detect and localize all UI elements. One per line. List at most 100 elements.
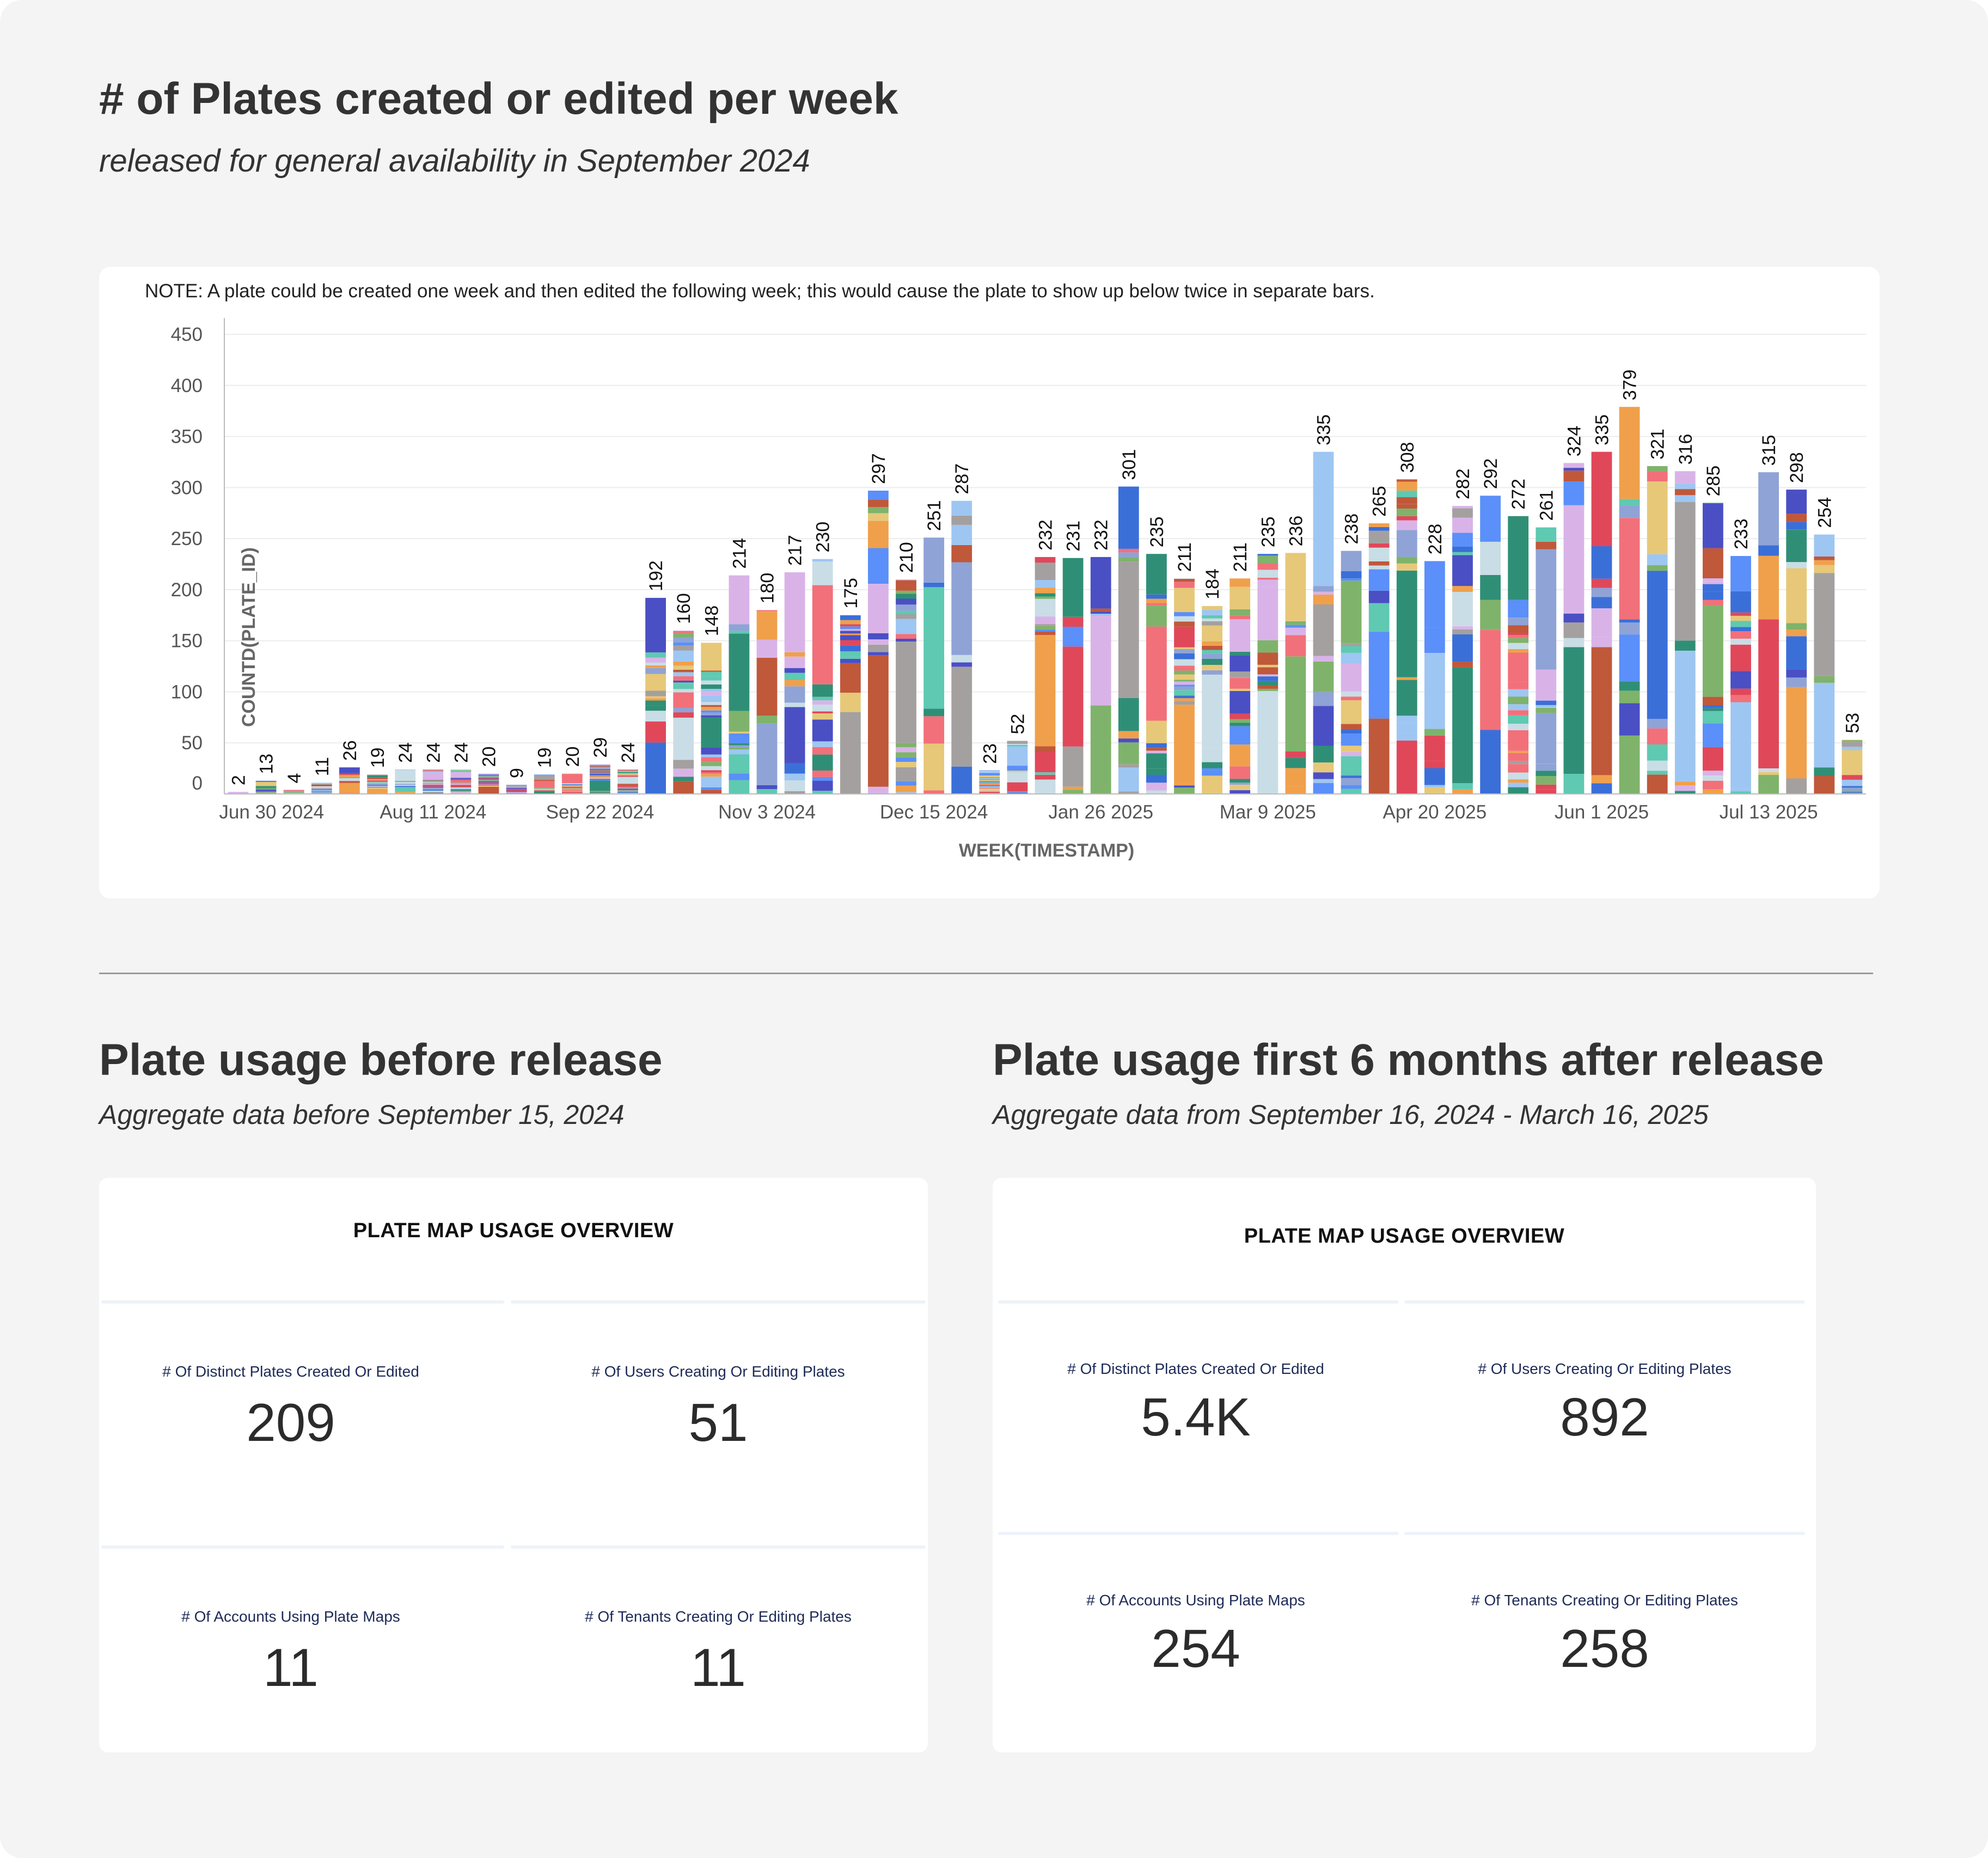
- bar-segment: [1368, 590, 1390, 603]
- bar-week-18[interactable]: [729, 575, 750, 794]
- bar-segment: [506, 792, 527, 793]
- bar-week-51[interactable]: [1647, 466, 1668, 794]
- bar-week-57[interactable]: [1814, 534, 1835, 794]
- data-label: 261: [1536, 490, 1557, 521]
- bar-segment: [812, 741, 833, 747]
- bar-week-3[interactable]: [311, 783, 332, 794]
- bar-segment: [896, 785, 916, 792]
- bar-week-27[interactable]: [979, 770, 1000, 794]
- bar-week-21[interactable]: [812, 559, 833, 794]
- bar-week-16[interactable]: [673, 630, 694, 794]
- left-kpi-card: PLATE MAP USAGE OVERVIEW # Of Distinct P…: [99, 1178, 928, 1752]
- bar-week-36[interactable]: [1229, 578, 1251, 794]
- bar-segment: [923, 537, 944, 583]
- bar-segment: [450, 778, 472, 779]
- bar-segment: [1146, 750, 1167, 754]
- bar-week-52[interactable]: [1674, 471, 1696, 794]
- bar-week-50[interactable]: [1619, 407, 1640, 794]
- chart-gridlines: [224, 334, 1866, 744]
- bar-week-1[interactable]: [255, 780, 277, 794]
- bar-week-22[interactable]: [840, 615, 861, 794]
- bar-segment: [1341, 729, 1362, 734]
- bar-week-32[interactable]: [1118, 486, 1139, 794]
- bar-segment: [729, 631, 750, 634]
- bar-week-11[interactable]: [534, 774, 555, 794]
- bar-week-12[interactable]: [561, 773, 583, 794]
- bar-week-9[interactable]: [478, 773, 499, 794]
- bar-segment: [1285, 625, 1306, 628]
- bar-week-38[interactable]: [1285, 553, 1306, 794]
- bar-week-45[interactable]: [1480, 496, 1501, 794]
- bar-week-55[interactable]: [1758, 472, 1779, 794]
- bar-week-41[interactable]: [1368, 523, 1390, 794]
- bar-segment: [1647, 471, 1668, 482]
- bar-segment: [840, 658, 861, 663]
- bar-week-49[interactable]: [1591, 451, 1612, 794]
- bar-segment: [395, 786, 416, 787]
- y-tick-label: 450: [171, 324, 203, 345]
- bar-week-10[interactable]: [506, 785, 527, 794]
- bar-segment: [1647, 481, 1668, 554]
- bar-week-44[interactable]: [1452, 506, 1473, 794]
- bar-segment: [478, 775, 499, 777]
- bar-week-48[interactable]: [1563, 463, 1585, 794]
- bar-week-14[interactable]: [617, 769, 638, 794]
- bar-segment: [1424, 787, 1445, 794]
- bar-week-19[interactable]: [756, 610, 778, 794]
- bar-week-39[interactable]: [1313, 451, 1334, 794]
- bar-segment: [1007, 792, 1028, 794]
- data-label: 233: [1731, 518, 1752, 549]
- bar-week-15[interactable]: [645, 597, 666, 794]
- bar-week-46[interactable]: [1508, 516, 1529, 794]
- bar-segment: [1842, 790, 1863, 791]
- bar-week-53[interactable]: [1703, 503, 1723, 794]
- bar-week-7[interactable]: [423, 769, 444, 794]
- bar-week-47[interactable]: [1536, 527, 1557, 794]
- bar-week-23[interactable]: [868, 491, 889, 794]
- bar-week-30[interactable]: [1062, 558, 1084, 794]
- bar-week-4[interactable]: [339, 767, 360, 794]
- bar-week-31[interactable]: [1090, 557, 1111, 794]
- bar-week-28[interactable]: [1007, 741, 1028, 794]
- bar-segment: [1035, 587, 1056, 594]
- bar-week-42[interactable]: [1396, 479, 1417, 794]
- bar-segment: [283, 792, 304, 793]
- bar-week-20[interactable]: [784, 572, 805, 794]
- bar-week-37[interactable]: [1257, 554, 1279, 794]
- bar-week-56[interactable]: [1786, 490, 1807, 794]
- bar-segment: [1452, 533, 1473, 547]
- data-label: 4: [284, 773, 305, 784]
- bar-week-33[interactable]: [1146, 554, 1167, 794]
- bar-segment: [590, 774, 610, 776]
- bar-week-8[interactable]: [450, 769, 472, 794]
- bar-week-5[interactable]: [367, 774, 388, 794]
- bar-week-35[interactable]: [1202, 606, 1222, 794]
- bar-segment: [1396, 497, 1417, 504]
- bar-segment: [1396, 563, 1417, 571]
- bar-segment: [729, 780, 750, 794]
- bar-week-17[interactable]: [701, 643, 722, 794]
- bar-week-26[interactable]: [951, 500, 972, 794]
- bar-week-34[interactable]: [1174, 578, 1195, 794]
- bar-week-6[interactable]: [395, 769, 416, 794]
- bar-week-2[interactable]: [283, 790, 304, 794]
- bar-segment: [1090, 608, 1111, 612]
- bar-week-58[interactable]: [1842, 739, 1863, 794]
- bar-segment: [1202, 665, 1222, 670]
- bar-week-54[interactable]: [1730, 556, 1751, 794]
- bar-segment: [979, 792, 1000, 793]
- bar-segment: [1508, 689, 1529, 697]
- bar-week-25[interactable]: [923, 537, 944, 794]
- bar-segment: [1313, 692, 1334, 706]
- bar-week-43[interactable]: [1424, 561, 1445, 794]
- bar-week-40[interactable]: [1341, 551, 1362, 794]
- bar-segment: [979, 773, 1000, 775]
- bar-week-29[interactable]: [1035, 557, 1056, 794]
- bar-segment: [1285, 635, 1306, 657]
- bar-segment: [590, 780, 610, 791]
- bar-week-24[interactable]: [896, 579, 916, 794]
- bar-segment: [1118, 767, 1139, 792]
- bar-segment: [1285, 757, 1306, 768]
- bar-segment: [1703, 578, 1723, 582]
- bar-week-13[interactable]: [590, 764, 610, 794]
